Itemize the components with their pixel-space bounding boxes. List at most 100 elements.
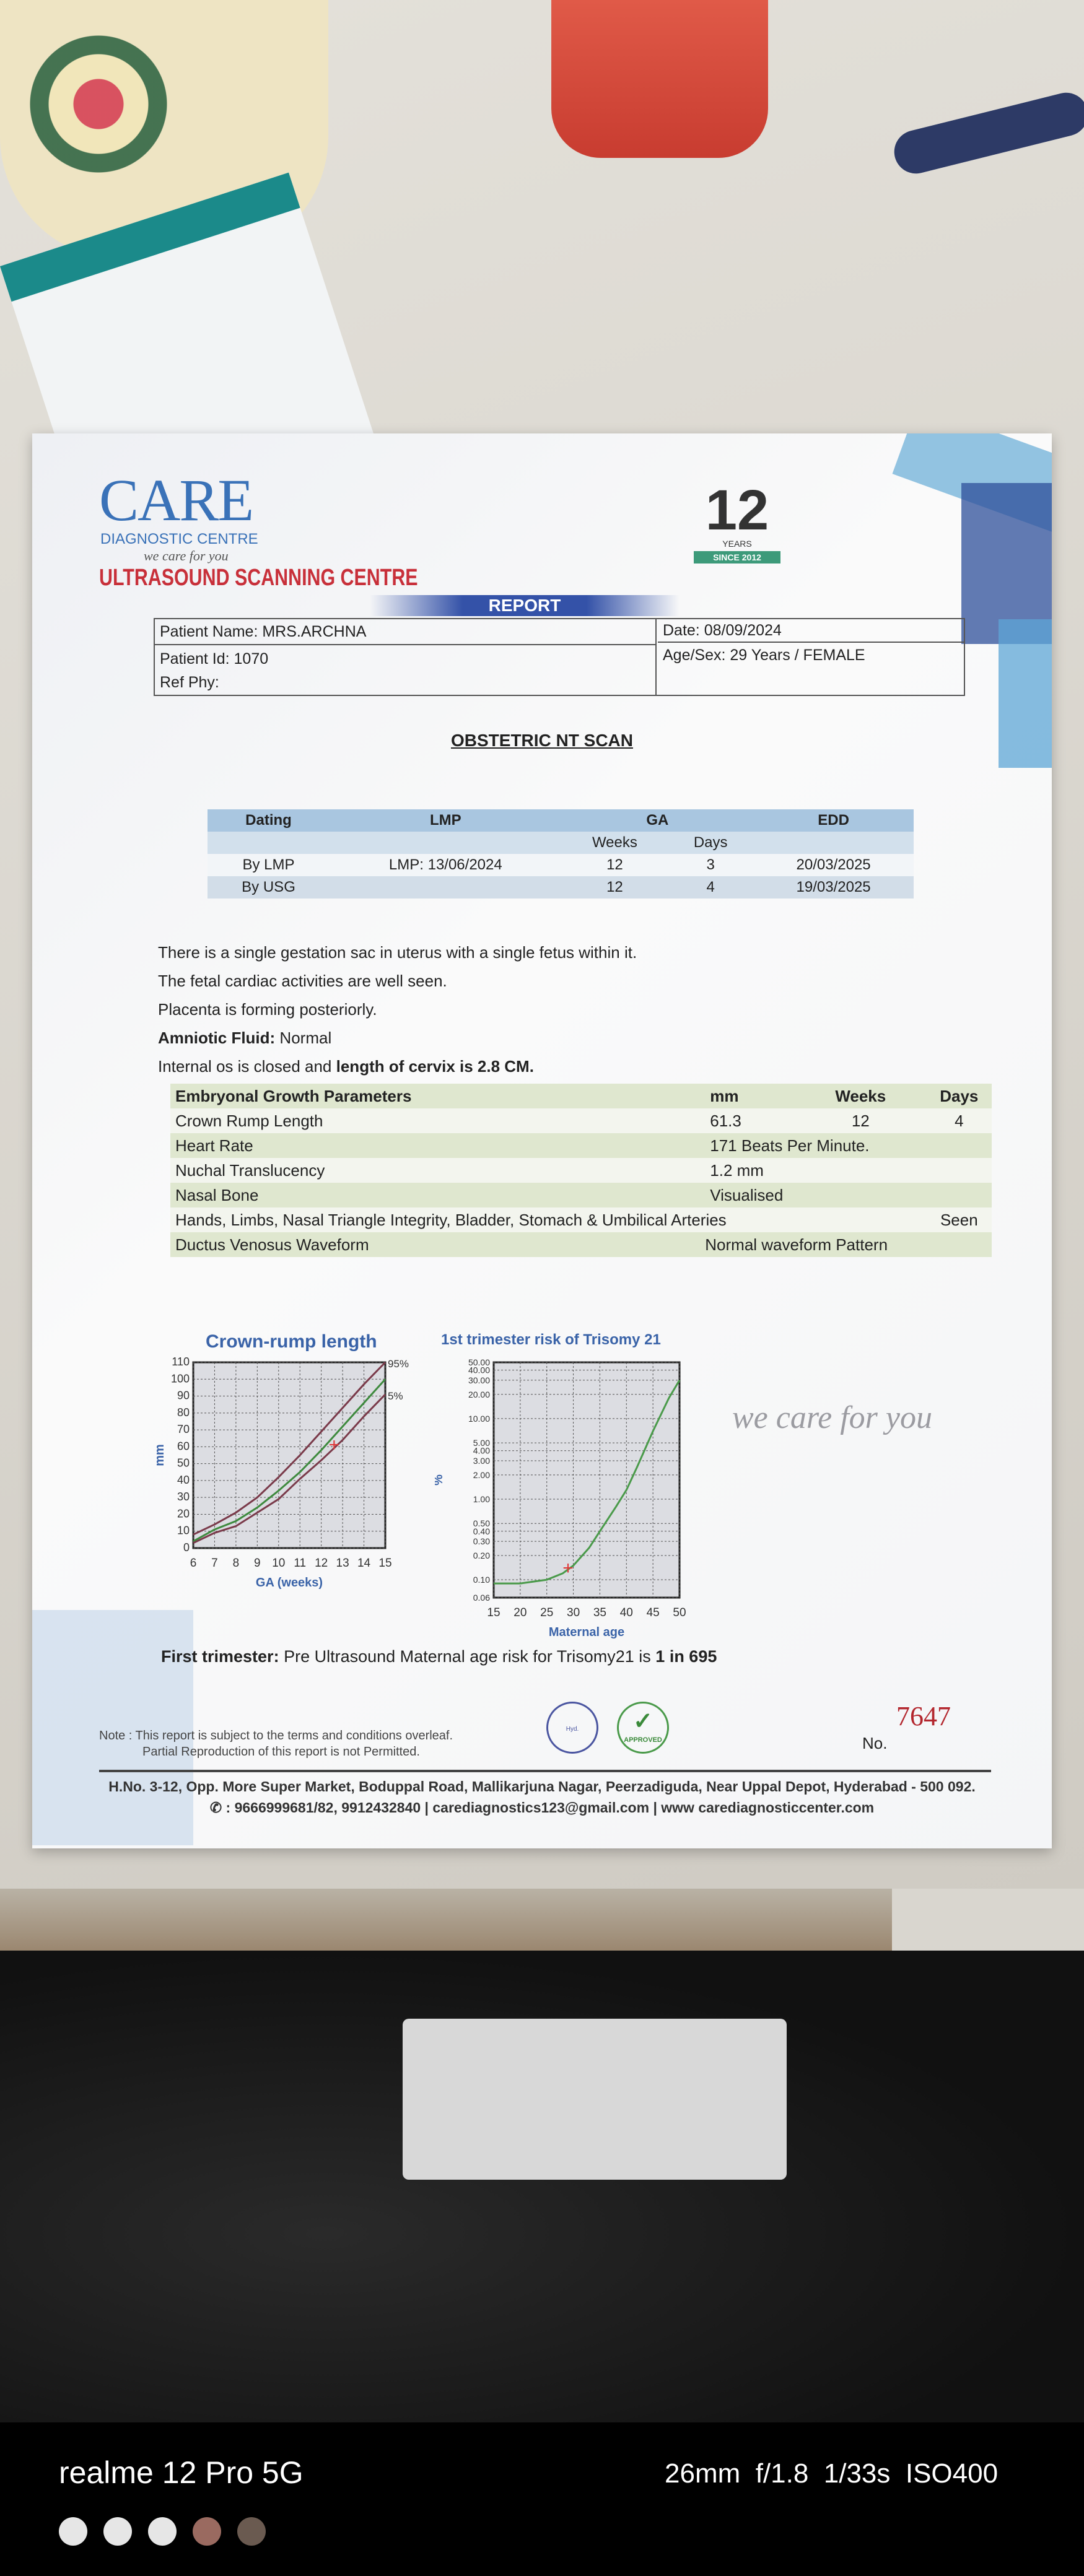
y-tick-label: 40 bbox=[177, 1474, 190, 1486]
series-label: 95% bbox=[388, 1358, 409, 1370]
x-tick-label: 50 bbox=[673, 1606, 686, 1619]
cell: 61.3 bbox=[705, 1108, 795, 1133]
badge-number: 12 bbox=[705, 479, 769, 542]
y-tick-label: 80 bbox=[177, 1406, 190, 1419]
dating-header: EDD bbox=[753, 809, 914, 832]
cell: 1.2 mm bbox=[705, 1158, 992, 1183]
cell: Visualised bbox=[705, 1183, 992, 1208]
cell: By USG bbox=[208, 876, 330, 899]
y-tick-label: 50.00 bbox=[468, 1357, 490, 1367]
cell: 3 bbox=[668, 854, 754, 876]
y-tick-label: 60 bbox=[177, 1440, 190, 1452]
y-tick-label: 10.00 bbox=[468, 1414, 490, 1424]
x-tick-label: 9 bbox=[254, 1557, 261, 1570]
cervix-text: Internal os is closed and bbox=[158, 1057, 336, 1076]
y-tick-label: 3.00 bbox=[473, 1456, 490, 1466]
table-row: By LMP LMP: 13/06/2024 12 3 20/03/2025 bbox=[208, 854, 914, 876]
address: H.No. 3-12, Opp. More Super Market, Bodu… bbox=[108, 1778, 976, 1795]
series-line bbox=[193, 1393, 387, 1544]
cervix-finding: Internal os is closed and length of cerv… bbox=[158, 1052, 637, 1081]
table-row: Hands, Limbs, Nasal Triangle Integrity, … bbox=[170, 1208, 992, 1232]
series-line bbox=[494, 1380, 681, 1585]
patient-id: Patient Id: 1070 bbox=[160, 650, 269, 668]
chart-title: 1st trimester risk of Trisomy 21 bbox=[441, 1331, 661, 1348]
amniotic-label: Amniotic Fluid: bbox=[158, 1029, 276, 1047]
cell: Nasal Bone bbox=[170, 1183, 706, 1208]
x-tick-label: 13 bbox=[336, 1557, 349, 1570]
y-tick-label: 2.00 bbox=[473, 1470, 490, 1480]
red-bottle bbox=[551, 0, 768, 158]
cell: Normal waveform Pattern bbox=[705, 1232, 992, 1257]
table-row: By USG 12 4 19/03/2025 bbox=[208, 876, 914, 899]
y-tick-label: 20.00 bbox=[468, 1390, 490, 1399]
approved-check-icon: ✓ bbox=[633, 1708, 653, 1734]
series-line bbox=[193, 1378, 387, 1543]
approved-seal: ✓ APPROVED bbox=[617, 1702, 669, 1754]
trisomy-risk-chart: 15 20 25 30 35 40 45 50 0.06 0.10 0.20 0.300.400.50… bbox=[435, 1357, 686, 1639]
y-tick-label: 1.00 bbox=[473, 1494, 490, 1504]
cell: Ductus Venosus Waveform bbox=[170, 1232, 706, 1257]
cervix-length: length of cervix is 2.8 CM. bbox=[336, 1057, 534, 1076]
patient-name: Patient Name: MRS.ARCHNA bbox=[160, 623, 367, 640]
y-tick-label: 90 bbox=[177, 1390, 190, 1402]
amniotic-value: Normal bbox=[275, 1029, 332, 1047]
contact-line: ✆ : 9666999681/82, 9912432840 | carediag… bbox=[209, 1799, 875, 1816]
decoration bbox=[961, 483, 1052, 644]
cell: Heart Rate bbox=[170, 1133, 706, 1158]
seal-stamp: Hyd. bbox=[546, 1702, 598, 1754]
growth-table: Embryonal Growth Parameters mm Weeks Days C… bbox=[170, 1084, 992, 1257]
camera-watermark-bar: realme 12 Pro 5G 26mm f/1.8 1/33s ISO400 bbox=[0, 2422, 1084, 2576]
color-dot bbox=[237, 2517, 266, 2546]
cell: 171 Beats Per Minute. bbox=[705, 1133, 992, 1158]
cell bbox=[330, 876, 562, 899]
badge-since: SINCE 2012 bbox=[694, 551, 780, 564]
patient-info-table: Patient Name: MRS.ARCHNA Patient Id: 107… bbox=[154, 618, 965, 696]
anniversary-badge: 12 YEARS SINCE 2012 bbox=[681, 482, 793, 587]
y-tick-label: 70 bbox=[177, 1423, 190, 1435]
table-row: Ductus Venosus Waveform Normal waveform P… bbox=[170, 1232, 992, 1257]
ref-physician: Ref Phy: bbox=[160, 674, 219, 691]
patient-left-cell: Patient Name: MRS.ARCHNA Patient Id: 107… bbox=[155, 619, 657, 695]
x-tick-label: 8 bbox=[233, 1557, 240, 1570]
footer-note: Note : This report is subject to the ter… bbox=[99, 1728, 453, 1760]
dating-header: LMP bbox=[330, 809, 562, 832]
report-date: Date: 08/09/2024 bbox=[663, 622, 782, 639]
growth-header: Weeks bbox=[794, 1084, 927, 1108]
x-tick-label: 12 bbox=[315, 1557, 328, 1570]
y-tick-label: 0.40 bbox=[473, 1526, 490, 1536]
color-dot bbox=[59, 2517, 87, 2546]
y-tick-label: 30.00 bbox=[468, 1375, 490, 1385]
y-tick-label: 0 bbox=[183, 1541, 190, 1554]
finding: Placenta is forming posteriorly. bbox=[158, 1000, 377, 1019]
x-tick-label: 20 bbox=[514, 1606, 527, 1619]
cell: 4 bbox=[926, 1108, 992, 1133]
x-tick-label: 10 bbox=[272, 1557, 285, 1570]
cell: 12 bbox=[794, 1108, 927, 1133]
table-row: Nasal Bone Visualised bbox=[170, 1183, 992, 1208]
risk-value: 1 in 695 bbox=[655, 1647, 717, 1666]
cell: 4 bbox=[668, 876, 754, 899]
camera-specs: 26mm f/1.8 1/33s ISO400 bbox=[665, 2458, 999, 2489]
plot-area bbox=[492, 1361, 681, 1599]
cell: 19/03/2025 bbox=[753, 876, 914, 899]
color-dot bbox=[193, 2517, 221, 2546]
table-row: Crown Rump Length 61.3 12 4 bbox=[170, 1108, 992, 1133]
crown-rump-length-chart: 6 7 8 9 10 11 12 13 14 15 0 10 20 30 40 50 60 70 80 90 100 11… bbox=[156, 1356, 409, 1590]
findings: There is a single gestation sac in uteru… bbox=[158, 938, 637, 1081]
y-tick-label: 20 bbox=[177, 1507, 190, 1520]
phone: ✆ : 9666999681/82, 9912432840 bbox=[209, 1799, 421, 1816]
amniotic-fluid: Amniotic Fluid: Normal bbox=[158, 1024, 637, 1052]
x-tick-label: 15 bbox=[378, 1557, 391, 1570]
x-tick-label: 45 bbox=[647, 1606, 660, 1619]
camera-model: realme 12 Pro 5G bbox=[59, 2455, 304, 2490]
y-tick-label: 0.10 bbox=[473, 1575, 490, 1585]
serial-label: No. bbox=[862, 1734, 888, 1752]
cell: Seen bbox=[926, 1208, 992, 1232]
x-axis-label: GA (weeks) bbox=[256, 1576, 323, 1590]
dating-subheader: Days bbox=[668, 832, 754, 854]
dating-subheader: Weeks bbox=[561, 832, 668, 854]
x-tick-label: 35 bbox=[593, 1606, 606, 1619]
y-axis-label: % bbox=[435, 1474, 445, 1486]
x-tick-label: 14 bbox=[357, 1557, 371, 1570]
age-sex: Age/Sex: 29 Years / FEMALE bbox=[663, 646, 865, 664]
